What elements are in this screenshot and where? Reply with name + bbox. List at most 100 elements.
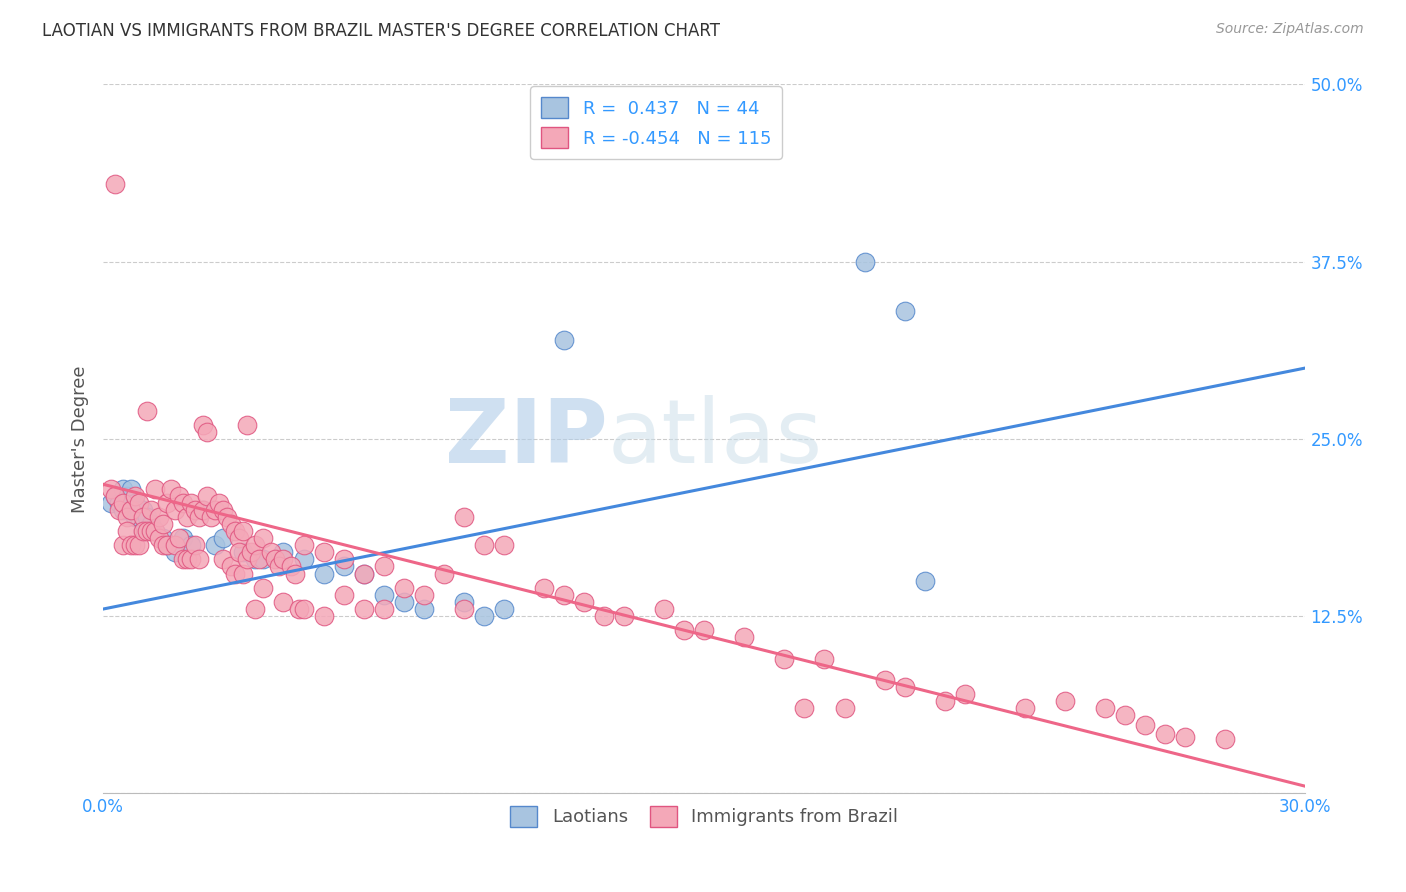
Point <box>156 496 179 510</box>
Point <box>112 482 135 496</box>
Point <box>124 489 146 503</box>
Point <box>292 538 315 552</box>
Point <box>245 538 267 552</box>
Point <box>188 509 211 524</box>
Point <box>180 552 202 566</box>
Point <box>120 538 142 552</box>
Point <box>953 687 976 701</box>
Point <box>793 701 815 715</box>
Point <box>533 581 555 595</box>
Point <box>108 496 131 510</box>
Point <box>152 516 174 531</box>
Point <box>124 496 146 510</box>
Point <box>172 496 194 510</box>
Point <box>132 524 155 538</box>
Point <box>180 538 202 552</box>
Point <box>224 566 246 581</box>
Point <box>453 595 475 609</box>
Point <box>1094 701 1116 715</box>
Point <box>176 552 198 566</box>
Point <box>224 524 246 538</box>
Point <box>124 509 146 524</box>
Point <box>120 482 142 496</box>
Text: atlas: atlas <box>607 395 823 483</box>
Point <box>193 417 215 432</box>
Point <box>115 496 138 510</box>
Point <box>673 624 696 638</box>
Point <box>165 538 187 552</box>
Text: Source: ZipAtlas.com: Source: ZipAtlas.com <box>1216 22 1364 37</box>
Point <box>193 503 215 517</box>
Point <box>1154 727 1177 741</box>
Point <box>188 552 211 566</box>
Point <box>934 694 956 708</box>
Point <box>104 489 127 503</box>
Point <box>1133 718 1156 732</box>
Legend: Laotians, Immigrants from Brazil: Laotians, Immigrants from Brazil <box>503 798 905 834</box>
Point <box>245 602 267 616</box>
Point <box>141 524 163 538</box>
Point <box>353 566 375 581</box>
Point <box>236 552 259 566</box>
Point <box>136 524 159 538</box>
Point <box>176 509 198 524</box>
Point <box>353 602 375 616</box>
Point <box>273 545 295 559</box>
Point <box>1174 730 1197 744</box>
Point <box>120 503 142 517</box>
Point <box>195 425 218 439</box>
Point <box>156 538 179 552</box>
Point <box>112 538 135 552</box>
Point <box>733 631 755 645</box>
Point <box>115 509 138 524</box>
Point <box>280 559 302 574</box>
Point <box>141 503 163 517</box>
Point <box>221 559 243 574</box>
Point <box>245 552 267 566</box>
Point <box>412 588 434 602</box>
Point <box>1053 694 1076 708</box>
Point <box>693 624 716 638</box>
Point <box>232 524 254 538</box>
Point <box>553 333 575 347</box>
Point <box>1114 708 1136 723</box>
Point <box>228 531 250 545</box>
Point <box>108 503 131 517</box>
Point <box>212 503 235 517</box>
Point <box>240 545 263 559</box>
Point <box>412 602 434 616</box>
Point <box>128 509 150 524</box>
Point <box>112 503 135 517</box>
Point <box>392 595 415 609</box>
Point <box>273 552 295 566</box>
Point <box>132 503 155 517</box>
Point <box>332 552 354 566</box>
Point <box>312 609 335 624</box>
Point <box>292 552 315 566</box>
Point <box>104 489 127 503</box>
Point <box>252 552 274 566</box>
Point <box>193 503 215 517</box>
Point <box>232 566 254 581</box>
Point <box>184 503 207 517</box>
Point <box>124 538 146 552</box>
Point <box>228 545 250 559</box>
Point <box>143 482 166 496</box>
Point <box>773 651 796 665</box>
Point <box>195 489 218 503</box>
Point <box>169 489 191 503</box>
Point <box>553 588 575 602</box>
Point <box>893 304 915 318</box>
Point <box>128 496 150 510</box>
Point <box>492 538 515 552</box>
Point <box>132 509 155 524</box>
Point <box>136 403 159 417</box>
Point <box>853 254 876 268</box>
Point <box>100 482 122 496</box>
Point <box>472 609 495 624</box>
Point <box>217 509 239 524</box>
Point <box>273 595 295 609</box>
Point <box>284 566 307 581</box>
Point <box>169 531 191 545</box>
Point <box>260 545 283 559</box>
